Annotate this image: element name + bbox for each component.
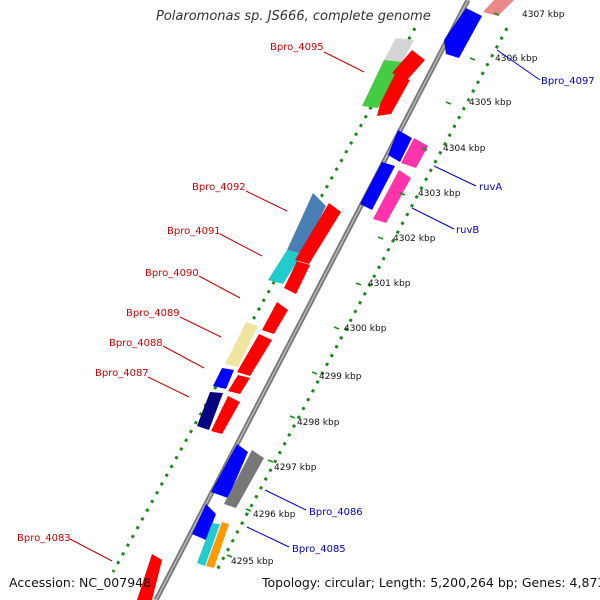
left-gene-labels: Bpro_4095 Bpro_4092 Bpro_4091 Bpro_4090 …: [17, 42, 365, 562]
gene-label-bpro-4089[interactable]: Bpro_4089: [126, 308, 180, 319]
tick-label: 4306 kbp: [495, 54, 538, 64]
gene-grey-4086[interactable]: [224, 450, 264, 508]
outer-dotted-track: [214, 27, 509, 573]
gene-label-bpro-4092[interactable]: Bpro_4092: [192, 182, 246, 193]
gene-red-4095a[interactable]: [392, 50, 425, 80]
gene-ruvb-blue[interactable]: [360, 162, 395, 210]
gene-label-bpro-4095[interactable]: Bpro_4095: [270, 42, 324, 53]
map-title: Polaromonas sp. JS666, complete genome: [156, 9, 431, 24]
genome-summary-text: Topology: circular; Length: 5,200,264 bp…: [262, 575, 600, 590]
gene-bpro-4095-grey[interactable]: [384, 38, 414, 62]
gene-label-bpro-4083[interactable]: Bpro_4083: [17, 533, 71, 544]
gene-bpro-4092[interactable]: [287, 193, 326, 254]
tick-label: 4296 kbp: [253, 510, 296, 520]
gene-blue-b[interactable]: [192, 504, 216, 540]
gene-bpro-4091[interactable]: [268, 250, 302, 284]
gene-label-bpro-4085[interactable]: Bpro_4085: [292, 544, 346, 555]
gene-label-bpro-4088[interactable]: Bpro_4088: [109, 338, 163, 349]
gene-ruva[interactable]: [401, 138, 428, 168]
gene-blue-a[interactable]: [211, 444, 248, 498]
gene-label-bpro-4090[interactable]: Bpro_4090: [145, 268, 199, 279]
gene-cyan[interactable]: [197, 523, 220, 566]
gene-label-bpro-4086[interactable]: Bpro_4086: [309, 507, 363, 518]
gene-orange-4085[interactable]: [206, 522, 229, 568]
gene-pink-top[interactable]: [483, 0, 514, 16]
gene-bpro-4089[interactable]: [225, 322, 258, 367]
gene-red-4087[interactable]: [211, 396, 240, 434]
tick-marks: [226, 12, 500, 558]
gene-red-4083[interactable]: [137, 554, 162, 600]
tick-label: 4304 kbp: [443, 144, 486, 154]
gene-label-bpro-4087[interactable]: Bpro_4087: [95, 368, 149, 379]
gene-red-4090[interactable]: [262, 302, 288, 334]
gene-features: [137, 0, 514, 600]
tick-label: 4300 kbp: [344, 324, 387, 334]
tick-label: 4301 kbp: [368, 279, 411, 289]
tick-label: 4305 kbp: [469, 98, 512, 108]
gene-rev-top[interactable]: [444, 8, 482, 58]
tick-label: 4299 kbp: [319, 372, 362, 382]
tick-label: 4298 kbp: [297, 418, 340, 428]
gene-bpro-4095-green[interactable]: [362, 60, 402, 108]
gene-label-bpro-4097[interactable]: Bpro_4097: [541, 76, 595, 87]
gene-label-ruvb[interactable]: ruvB: [456, 225, 479, 236]
right-gene-labels: Bpro_4097 ruvA ruvB Bpro_4086 Bpro_4085: [246, 49, 595, 555]
gene-red-4095b[interactable]: [377, 74, 410, 116]
accession-text: Accession: NC_007948: [9, 575, 152, 590]
gene-label-bpro-4091[interactable]: Bpro_4091: [167, 226, 221, 237]
inner-dotted-track: [111, 27, 417, 573]
gene-ruva-blue[interactable]: [388, 130, 412, 162]
tick-label: 4295 kbp: [231, 557, 274, 567]
gene-red-4091[interactable]: [284, 261, 310, 294]
gene-bpro-4087[interactable]: [197, 392, 223, 430]
gene-red-4089[interactable]: [237, 334, 272, 376]
tick-label: 4297 kbp: [274, 463, 317, 473]
gene-label-ruva[interactable]: ruvA: [479, 182, 502, 193]
gene-ruvb[interactable]: [373, 170, 411, 223]
tick-label: 4307 kbp: [522, 10, 565, 20]
gene-red-4088[interactable]: [228, 375, 250, 394]
tick-labels: 4295 kbp 4296 kbp 4297 kbp 4298 kbp 4299…: [231, 10, 565, 567]
tick-label: 4302 kbp: [393, 234, 436, 244]
gene-bpro-4088[interactable]: [213, 368, 234, 389]
gene-red-4092[interactable]: [295, 203, 341, 264]
tick-label: 4303 kbp: [418, 189, 461, 199]
